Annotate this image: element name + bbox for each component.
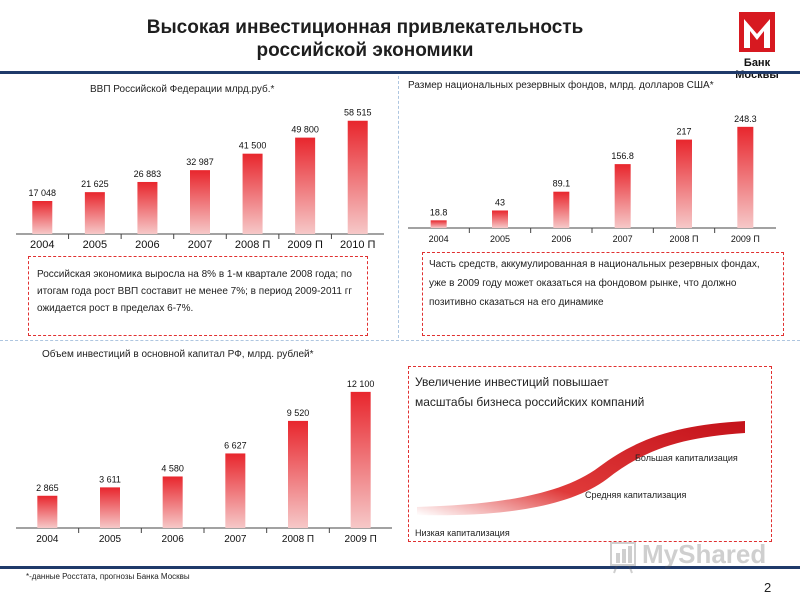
medium-cap-label: Средняя капитализация bbox=[585, 490, 687, 500]
category-label: 2004 bbox=[429, 234, 449, 244]
watermark: MyShared bbox=[608, 535, 778, 575]
category-label: 2005 bbox=[490, 234, 510, 244]
bar-value-label: 9 520 bbox=[287, 408, 310, 418]
category-label: 2007 bbox=[188, 239, 212, 251]
bar bbox=[430, 220, 447, 228]
bar bbox=[737, 126, 754, 228]
gdp-note-box: Российская экономика выросла на 8% в 1-м… bbox=[28, 256, 368, 336]
reserves-note-box: Часть средств, аккумулированная в национ… bbox=[422, 252, 784, 336]
bar-value-label: 32 987 bbox=[186, 157, 214, 167]
category-label: 2010 П bbox=[340, 239, 376, 251]
bar bbox=[350, 391, 371, 528]
bar bbox=[492, 210, 508, 228]
bar bbox=[347, 120, 368, 234]
vertical-divider-top bbox=[398, 76, 399, 338]
reserves-chart: 18.8 2004 43 2005 89.1 2006 156.8 2007 217 2008 П… bbox=[408, 114, 776, 244]
category-label: 2006 bbox=[135, 239, 159, 251]
bank-logo: Банк Москвы bbox=[722, 10, 792, 81]
growth-box: Увеличение инвестиций повышает масштабы … bbox=[408, 366, 772, 542]
bar bbox=[84, 192, 105, 234]
bar-value-label: 89.1 bbox=[553, 179, 571, 189]
bar bbox=[553, 191, 570, 228]
page-title: Высокая инвестиционная привлекательность… bbox=[60, 16, 670, 62]
category-label: 2006 bbox=[551, 234, 571, 244]
bar-value-label: 17 048 bbox=[29, 188, 57, 198]
category-label: 2007 bbox=[224, 534, 247, 545]
bar-value-label: 4 580 bbox=[161, 463, 184, 473]
category-label: 2006 bbox=[162, 534, 185, 545]
bar-value-label: 41 500 bbox=[239, 141, 267, 151]
bar-value-label: 49 800 bbox=[291, 125, 319, 135]
title-line-2: российской экономики bbox=[256, 40, 474, 61]
gdp-note-text: Российская экономика выросла на 8% в 1-м… bbox=[37, 269, 353, 314]
bar-value-label: 12 100 bbox=[347, 379, 375, 389]
title-line-1: Высокая инвестиционная привлекательность bbox=[146, 17, 584, 38]
horizontal-divider bbox=[0, 340, 800, 341]
bar-value-label: 217 bbox=[676, 127, 691, 137]
growth-title: Увеличение инвестиций повышает масштабы … bbox=[415, 372, 644, 412]
bar bbox=[100, 487, 120, 528]
page-number: 2 bbox=[764, 580, 772, 595]
small-cap-label: Низкая капитализация bbox=[415, 528, 510, 538]
gdp-chart: 17 048 2004 21 625 2005 26 883 2006 32 987 2007… bbox=[16, 108, 384, 251]
bar bbox=[288, 420, 308, 528]
category-label: 2009 П bbox=[731, 234, 760, 244]
bar bbox=[37, 495, 58, 528]
reserves-note-text: Часть средств, аккумулированная в национ… bbox=[429, 259, 760, 308]
bar bbox=[295, 137, 316, 234]
growth-curve bbox=[417, 421, 745, 516]
category-label: 2009 П bbox=[345, 534, 377, 545]
bar bbox=[242, 153, 263, 234]
bar bbox=[137, 181, 158, 234]
investment-chart: 2 865 2004 3 611 2005 4 580 2006 6 627 2007 9 52… bbox=[16, 379, 392, 545]
bar-value-label: 43 bbox=[495, 197, 505, 207]
category-label: 2004 bbox=[36, 534, 59, 545]
bar bbox=[162, 476, 183, 528]
category-label: 2008 П bbox=[282, 534, 314, 545]
bar bbox=[190, 170, 210, 234]
bar-value-label: 156.8 bbox=[611, 151, 634, 161]
bar-value-label: 18.8 bbox=[430, 207, 448, 217]
bank-logo-text: Банк Москвы bbox=[735, 57, 779, 81]
category-label: 2005 bbox=[83, 239, 107, 251]
category-label: 2008 П bbox=[235, 239, 271, 251]
category-label: 2004 bbox=[30, 239, 54, 251]
watermark-text: MyShared bbox=[642, 539, 767, 569]
growth-title-line-1: Увеличение инвестиций повышает bbox=[415, 375, 609, 389]
bar bbox=[614, 164, 631, 228]
bank-logo-mark-icon bbox=[739, 12, 775, 52]
category-label: 2005 bbox=[99, 534, 122, 545]
bar-value-label: 21 625 bbox=[81, 179, 109, 189]
footnote: *-данные Росстата, прогнозы Банка Москвы bbox=[26, 572, 190, 581]
large-cap-label: Большая капитализация bbox=[635, 453, 738, 463]
growth-title-line-2: масштабы бизнеса российских компаний bbox=[415, 395, 645, 409]
bar bbox=[676, 139, 692, 228]
reserves-chart-title: Размер национальных резервных фондов, мл… bbox=[408, 80, 714, 91]
bar-value-label: 6 627 bbox=[224, 440, 247, 450]
bar-value-label: 248.3 bbox=[734, 114, 757, 124]
watermark-icon bbox=[610, 542, 636, 574]
investment-chart-title: Объем инвестиций в основной капитал РФ, … bbox=[42, 349, 314, 360]
bar bbox=[225, 453, 246, 528]
gdp-chart-title: ВВП Российской Федерации млрд.руб.* bbox=[90, 84, 275, 95]
bar-value-label: 58 515 bbox=[344, 108, 372, 118]
bar-value-label: 2 865 bbox=[36, 483, 59, 493]
bar-value-label: 26 883 bbox=[134, 169, 162, 179]
category-label: 2007 bbox=[613, 234, 633, 244]
footer-rule bbox=[0, 566, 800, 569]
bar-value-label: 3 611 bbox=[99, 474, 121, 484]
category-label: 2009 П bbox=[287, 239, 323, 251]
category-label: 2008 П bbox=[670, 234, 699, 244]
bar bbox=[32, 201, 53, 234]
header-rule bbox=[0, 71, 800, 74]
